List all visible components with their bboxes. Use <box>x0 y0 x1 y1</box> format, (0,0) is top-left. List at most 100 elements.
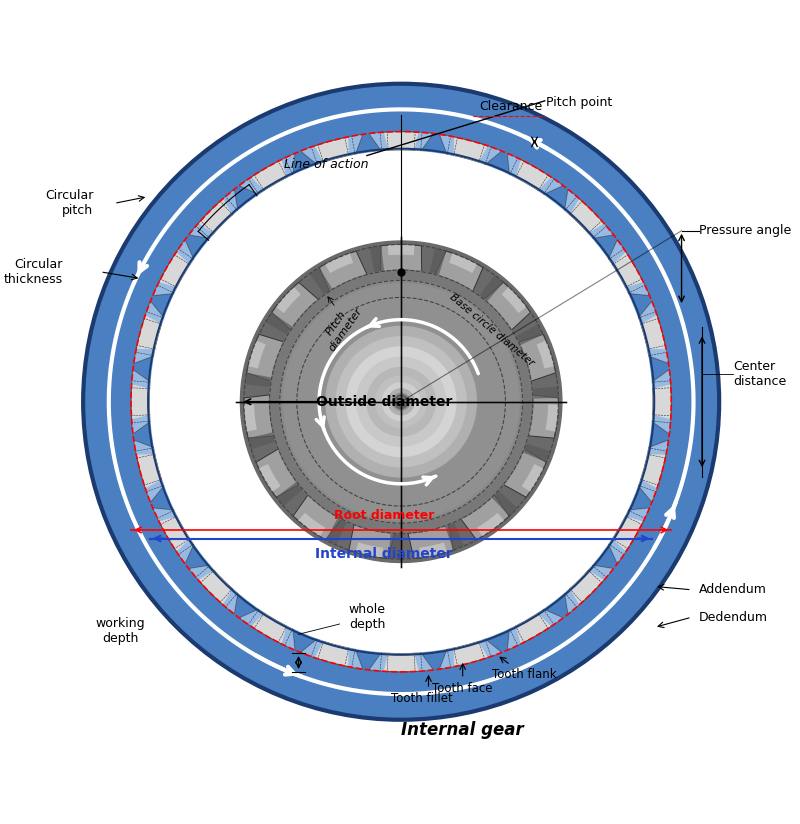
Circle shape <box>83 84 719 719</box>
Polygon shape <box>538 609 563 626</box>
Polygon shape <box>502 287 526 313</box>
Polygon shape <box>89 361 134 370</box>
Text: Tooth flank: Tooth flank <box>492 668 557 681</box>
Polygon shape <box>177 240 194 265</box>
Polygon shape <box>239 177 264 194</box>
Polygon shape <box>319 251 378 317</box>
Polygon shape <box>272 283 339 349</box>
Polygon shape <box>276 465 323 506</box>
Polygon shape <box>638 440 669 503</box>
Text: Pitch
diameter: Pitch diameter <box>318 300 365 353</box>
Polygon shape <box>414 653 434 672</box>
Polygon shape <box>423 251 483 317</box>
Polygon shape <box>436 498 464 550</box>
Text: Pitch point: Pitch point <box>546 96 612 109</box>
Polygon shape <box>369 653 388 672</box>
Circle shape <box>346 347 456 456</box>
Polygon shape <box>206 152 237 190</box>
Polygon shape <box>189 565 214 580</box>
Circle shape <box>280 280 522 523</box>
Polygon shape <box>293 472 358 540</box>
Polygon shape <box>301 639 324 658</box>
Circle shape <box>326 326 476 477</box>
Polygon shape <box>650 278 692 298</box>
Polygon shape <box>565 190 579 215</box>
Polygon shape <box>565 190 614 238</box>
Polygon shape <box>537 340 554 368</box>
Polygon shape <box>669 357 713 367</box>
Circle shape <box>397 398 406 406</box>
Polygon shape <box>638 480 657 503</box>
Circle shape <box>382 383 420 420</box>
Polygon shape <box>669 434 714 442</box>
Text: Base circle diameter: Base circle diameter <box>448 292 536 368</box>
Polygon shape <box>153 508 178 522</box>
Polygon shape <box>477 513 504 536</box>
Polygon shape <box>177 539 194 564</box>
Text: Addendum: Addendum <box>698 583 766 597</box>
Polygon shape <box>522 464 544 492</box>
Polygon shape <box>239 609 295 650</box>
Polygon shape <box>638 302 669 363</box>
Text: whole
depth: whole depth <box>349 603 386 631</box>
Polygon shape <box>301 146 324 165</box>
Polygon shape <box>437 669 446 714</box>
Polygon shape <box>246 335 310 390</box>
Polygon shape <box>609 240 650 296</box>
Polygon shape <box>507 153 521 178</box>
Polygon shape <box>402 498 454 559</box>
Polygon shape <box>463 275 503 322</box>
Polygon shape <box>439 134 502 165</box>
Polygon shape <box>652 370 671 434</box>
Polygon shape <box>538 177 563 194</box>
Polygon shape <box>134 349 155 363</box>
Polygon shape <box>210 616 239 653</box>
Circle shape <box>270 270 533 533</box>
Polygon shape <box>131 370 150 389</box>
Polygon shape <box>282 625 295 650</box>
Polygon shape <box>153 240 194 296</box>
Polygon shape <box>492 335 556 390</box>
Text: Center
distance: Center distance <box>733 360 786 388</box>
Polygon shape <box>301 134 363 165</box>
Polygon shape <box>110 505 153 526</box>
Polygon shape <box>652 414 670 434</box>
Polygon shape <box>505 650 525 692</box>
Polygon shape <box>282 153 295 178</box>
Polygon shape <box>609 508 650 564</box>
Polygon shape <box>479 434 546 497</box>
Polygon shape <box>189 565 238 614</box>
Polygon shape <box>439 639 502 669</box>
Polygon shape <box>348 648 363 669</box>
Polygon shape <box>566 614 595 651</box>
Polygon shape <box>276 287 301 313</box>
Polygon shape <box>647 440 669 455</box>
Polygon shape <box>131 414 150 434</box>
Text: Internal diameter: Internal diameter <box>315 547 453 561</box>
Polygon shape <box>423 248 446 302</box>
Polygon shape <box>478 146 502 165</box>
Polygon shape <box>258 464 281 492</box>
Polygon shape <box>357 90 366 134</box>
Circle shape <box>93 93 710 710</box>
Text: Circular
thickness: Circular thickness <box>3 258 62 286</box>
Polygon shape <box>419 542 447 558</box>
Circle shape <box>283 283 519 520</box>
Circle shape <box>388 389 414 414</box>
Text: Tooth face: Tooth face <box>433 682 493 695</box>
Text: Dedendum: Dedendum <box>698 611 768 624</box>
Polygon shape <box>444 472 509 540</box>
Polygon shape <box>244 405 257 432</box>
Polygon shape <box>501 391 558 438</box>
Polygon shape <box>369 132 434 151</box>
Polygon shape <box>638 302 657 324</box>
Polygon shape <box>244 391 302 438</box>
Circle shape <box>394 395 408 409</box>
Polygon shape <box>266 312 315 349</box>
Polygon shape <box>492 324 543 357</box>
Polygon shape <box>650 503 693 522</box>
Polygon shape <box>563 150 593 187</box>
Polygon shape <box>625 282 650 296</box>
Polygon shape <box>434 89 442 134</box>
Polygon shape <box>588 565 614 580</box>
